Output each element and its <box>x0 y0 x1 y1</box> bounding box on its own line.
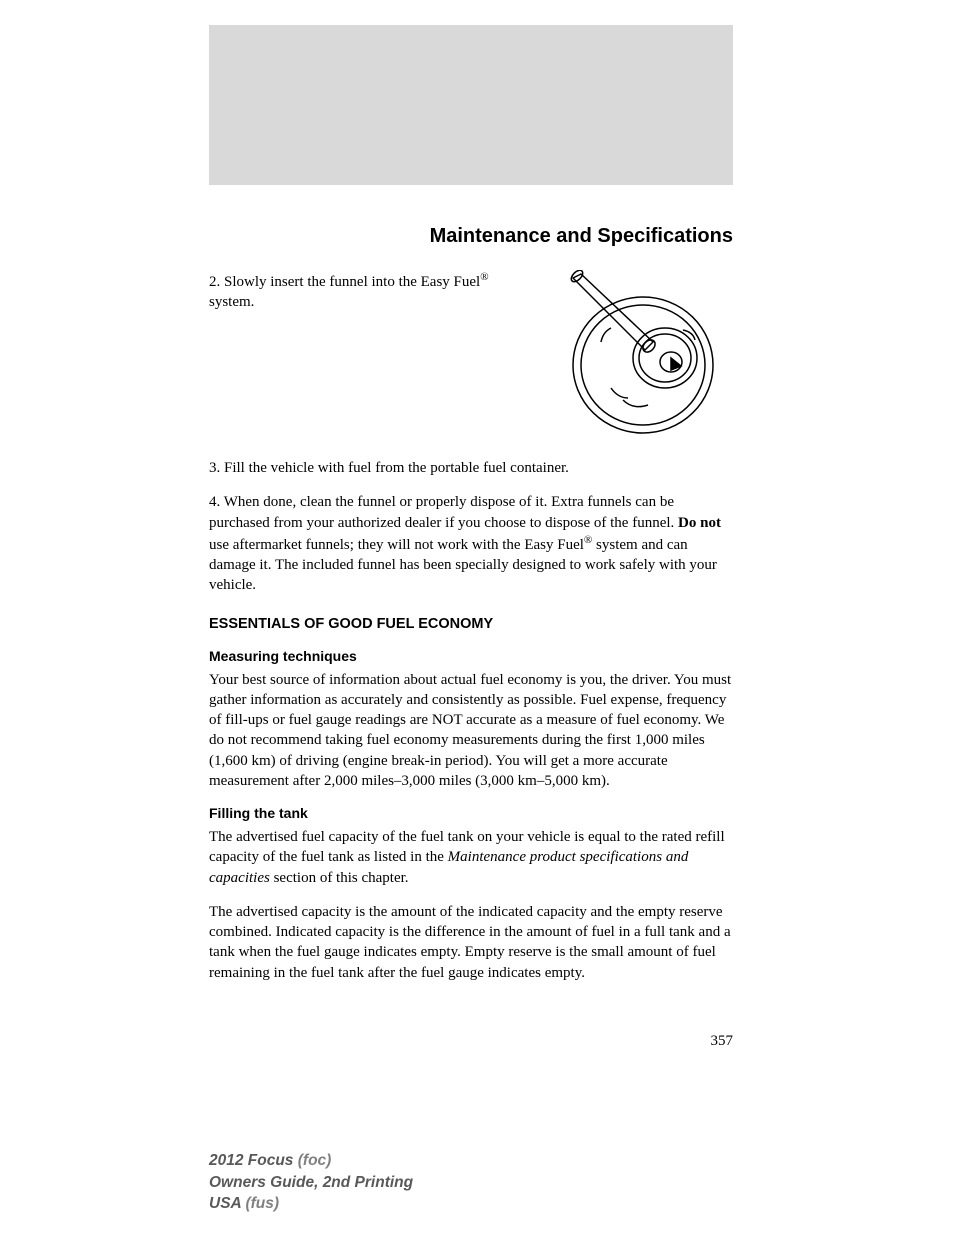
subsection2-text1-after: section of this chapter. <box>270 870 409 886</box>
footer-line2: Owners Guide, 2nd Printing <box>209 1172 733 1194</box>
subsection2-text1: The advertised fuel capacity of the fuel… <box>209 827 733 888</box>
subsection2-heading: Filling the tank <box>209 805 733 821</box>
subsection2-text2: The advertised capacity is the amount of… <box>209 902 733 983</box>
section-heading: ESSENTIALS OF GOOD FUEL ECONOMY <box>209 616 733 632</box>
step4-bold: Do not <box>678 515 721 531</box>
page-number: 357 <box>209 1033 733 1050</box>
funnel-svg-icon <box>523 270 733 440</box>
footer-line1-dark: 2012 Focus <box>209 1152 293 1169</box>
step2-text-after: system. <box>209 294 254 310</box>
reg-mark-icon: ® <box>480 271 488 283</box>
footer-line1-light: (foc) <box>293 1152 331 1169</box>
step3-text: 3. Fill the vehicle with fuel from the p… <box>209 458 733 478</box>
header-gray-bar <box>209 25 733 185</box>
page-content: Maintenance and Specifications 2. Slowly… <box>209 225 733 1050</box>
chapter-title: Maintenance and Specifications <box>209 225 733 248</box>
subsection1-text: Your best source of information about ac… <box>209 670 733 792</box>
footer-line1: 2012 Focus (foc) <box>209 1150 733 1172</box>
footer-line3-dark: USA <box>209 1195 241 1212</box>
step4-after: use aftermarket funnels; they will not w… <box>209 537 584 553</box>
step2-text-before: 2. Slowly insert the funnel into the Eas… <box>209 274 480 290</box>
step2-text: 2. Slowly insert the funnel into the Eas… <box>209 270 503 440</box>
footer-line3-light: (fus) <box>241 1195 279 1212</box>
step2-row: 2. Slowly insert the funnel into the Eas… <box>209 270 733 440</box>
subsection1-heading: Measuring techniques <box>209 648 733 664</box>
footer-line3: USA (fus) <box>209 1193 733 1215</box>
step4-text: 4. When done, clean the funnel or proper… <box>209 492 733 595</box>
footer: 2012 Focus (foc) Owners Guide, 2nd Print… <box>209 1150 733 1215</box>
funnel-illustration <box>523 270 733 440</box>
step4-before: 4. When done, clean the funnel or proper… <box>209 494 678 530</box>
